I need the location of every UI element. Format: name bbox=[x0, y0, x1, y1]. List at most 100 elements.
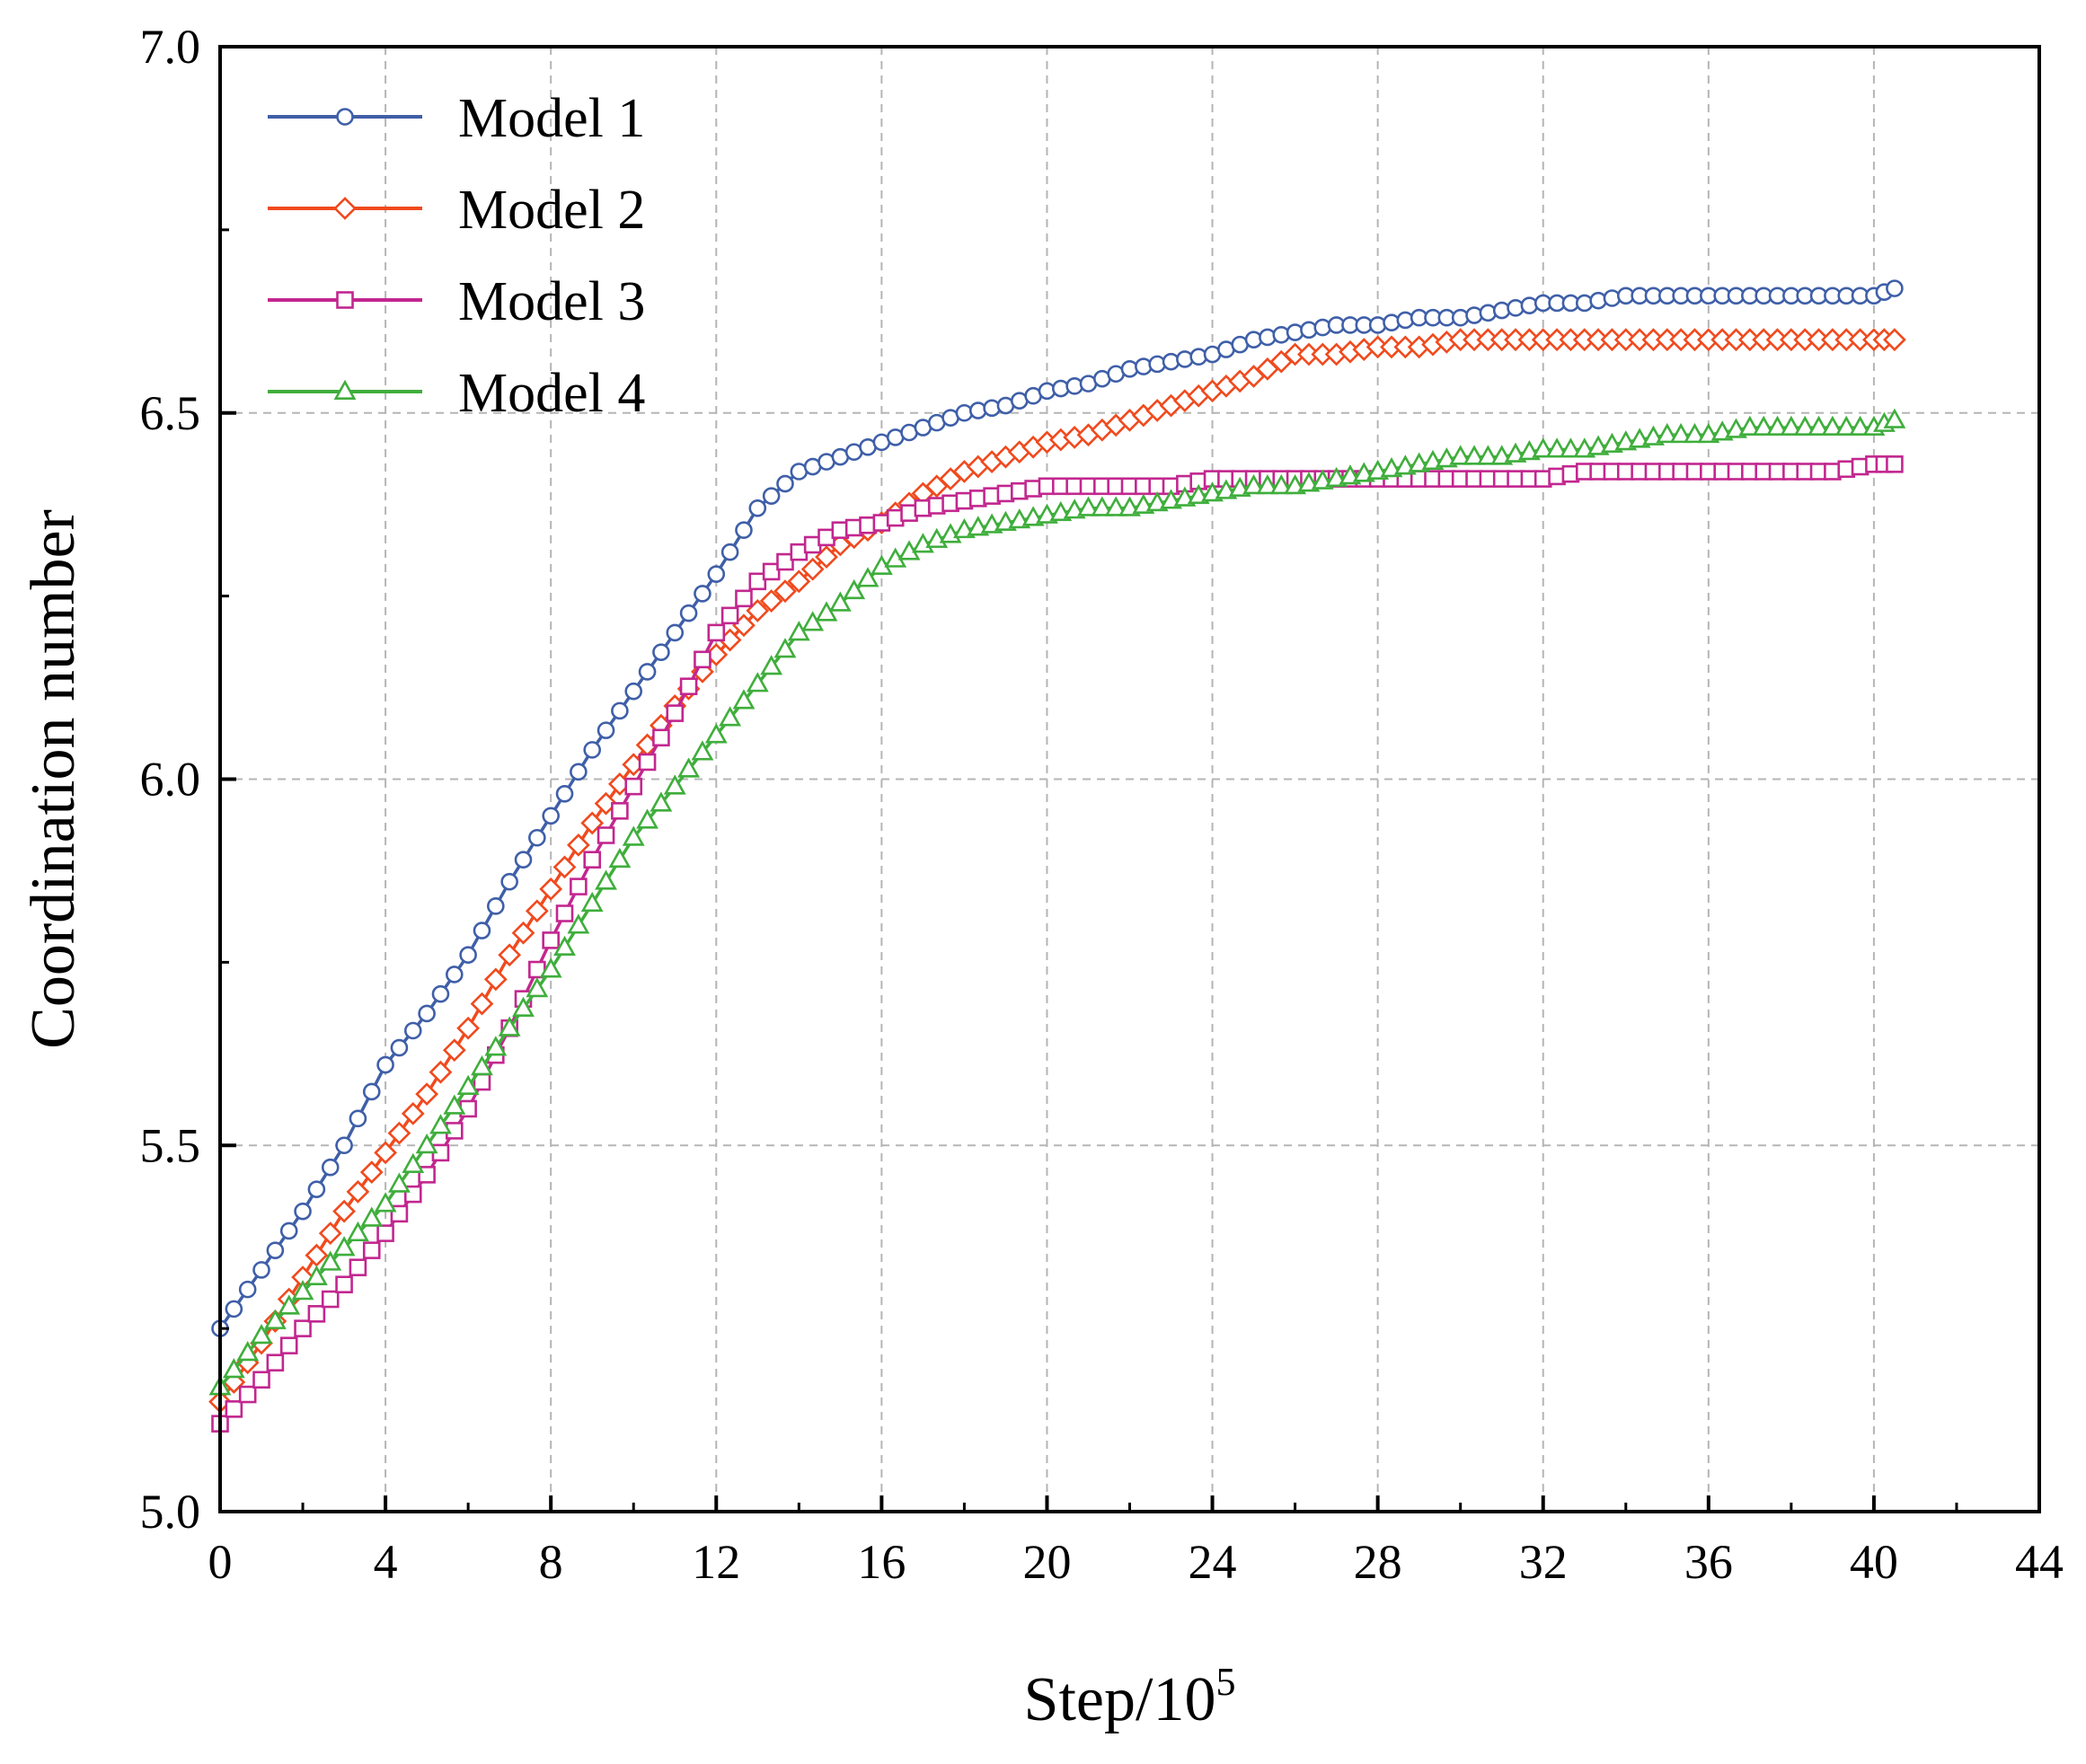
x-tick-label: 40 bbox=[1850, 1535, 1898, 1589]
data-point-model-3 bbox=[679, 677, 698, 696]
data-point-model-4 bbox=[1669, 422, 1693, 444]
data-point-model-1 bbox=[652, 643, 670, 661]
data-point-model-4 bbox=[1532, 437, 1555, 458]
data-point-model-4 bbox=[346, 1221, 369, 1242]
data-point-model-1 bbox=[500, 872, 518, 891]
data-point-model-4 bbox=[567, 913, 590, 934]
data-point-model-4 bbox=[1104, 496, 1127, 516]
data-point-model-3 bbox=[666, 704, 685, 722]
x-tick-label: 20 bbox=[1022, 1535, 1071, 1589]
data-point-model-1 bbox=[362, 1082, 381, 1101]
data-point-model-1 bbox=[514, 851, 533, 869]
data-point-model-3 bbox=[735, 589, 753, 608]
data-point-model-1 bbox=[403, 1021, 422, 1040]
data-point-model-1 bbox=[473, 922, 491, 939]
data-point-model-4 bbox=[388, 1172, 411, 1193]
legend-marker-triangle bbox=[333, 379, 357, 400]
data-point-model-3 bbox=[597, 826, 615, 844]
data-point-model-2 bbox=[580, 811, 605, 835]
data-point-model-4 bbox=[1656, 422, 1679, 444]
data-point-model-1 bbox=[459, 946, 477, 965]
data-point-model-4 bbox=[1793, 415, 1816, 437]
data-point-model-4 bbox=[263, 1309, 287, 1329]
data-point-model-1 bbox=[445, 966, 464, 983]
data-point-model-4 bbox=[704, 723, 728, 744]
x-tick-label: 24 bbox=[1189, 1535, 1237, 1589]
data-point-model-3 bbox=[279, 1336, 298, 1354]
data-point-model-3 bbox=[611, 802, 629, 820]
data-point-model-1 bbox=[431, 984, 450, 1003]
data-point-model-4 bbox=[1752, 415, 1775, 437]
data-point-model-1 bbox=[694, 585, 712, 603]
legend-marker-circle bbox=[336, 108, 354, 126]
data-point-model-4 bbox=[622, 825, 645, 846]
legend-label: Model 4 bbox=[458, 363, 645, 424]
data-point-model-4 bbox=[1077, 496, 1100, 516]
data-point-model-4 bbox=[1091, 496, 1114, 516]
data-point-model-3 bbox=[624, 777, 643, 796]
data-point-model-4 bbox=[595, 869, 617, 890]
data-point-model-1 bbox=[666, 623, 685, 642]
legend-label: Model 3 bbox=[458, 271, 645, 332]
data-point-model-4 bbox=[443, 1094, 466, 1115]
x-axis-title: Step/105 bbox=[1024, 1660, 1236, 1734]
series-model-1 bbox=[211, 279, 1904, 1337]
data-point-model-4 bbox=[512, 996, 535, 1017]
data-point-model-1 bbox=[376, 1055, 394, 1074]
data-point-model-4 bbox=[305, 1265, 328, 1285]
x-tick-label: 44 bbox=[2015, 1535, 2064, 1589]
data-point-model-1 bbox=[597, 721, 615, 739]
data-point-model-4 bbox=[1242, 474, 1265, 495]
legend-item-model-4: Model 4 bbox=[268, 363, 645, 424]
data-point-model-4 bbox=[250, 1323, 273, 1345]
data-point-model-4 bbox=[1780, 415, 1803, 437]
data-point-model-4 bbox=[773, 638, 797, 658]
data-point-model-1 bbox=[487, 897, 505, 915]
series-line-model-3 bbox=[218, 463, 1895, 1425]
series-layer bbox=[208, 279, 1906, 1433]
data-point-model-2 bbox=[305, 1243, 329, 1267]
data-point-model-3 bbox=[555, 904, 574, 922]
data-point-model-4 bbox=[484, 1036, 508, 1056]
data-point-model-4 bbox=[1476, 445, 1499, 465]
series-model-3 bbox=[211, 455, 1904, 1433]
data-point-model-1 bbox=[225, 1300, 243, 1319]
data-point-model-4 bbox=[746, 672, 769, 692]
data-point-model-1 bbox=[611, 701, 629, 720]
data-point-model-4 bbox=[1808, 415, 1830, 437]
data-point-model-2 bbox=[552, 855, 577, 879]
legend-label: Model 1 bbox=[458, 88, 645, 149]
data-point-model-4 bbox=[787, 621, 810, 641]
data-point-model-4 bbox=[691, 740, 714, 761]
y-axis-title: Coordination number bbox=[19, 509, 88, 1049]
data-point-model-3 bbox=[638, 753, 657, 772]
data-point-model-4 bbox=[1463, 445, 1486, 465]
data-point-model-4 bbox=[319, 1250, 342, 1271]
data-point-model-1 bbox=[294, 1202, 312, 1221]
y-tick-label: 6.0 bbox=[140, 753, 201, 807]
x-tick-label: 28 bbox=[1354, 1535, 1402, 1589]
data-point-model-1 bbox=[638, 663, 657, 681]
data-point-model-2 bbox=[1883, 328, 1906, 352]
data-point-model-1 bbox=[583, 741, 602, 759]
data-point-model-4 bbox=[1256, 474, 1279, 495]
data-point-model-4 bbox=[526, 976, 549, 998]
data-point-model-2 bbox=[566, 833, 590, 857]
data-point-model-3 bbox=[748, 572, 767, 591]
data-point-model-3 bbox=[720, 606, 739, 625]
data-point-model-4 bbox=[760, 655, 783, 675]
data-point-model-2 bbox=[332, 1199, 356, 1223]
data-point-model-3 bbox=[335, 1275, 353, 1293]
data-point-model-1 bbox=[321, 1158, 340, 1177]
series-model-4 bbox=[208, 408, 1906, 1396]
data-point-model-1 bbox=[542, 807, 560, 825]
legend-item-model-3: Model 3 bbox=[268, 271, 645, 332]
data-point-model-2 bbox=[387, 1121, 411, 1145]
data-point-model-1 bbox=[762, 487, 781, 505]
data-point-model-3 bbox=[362, 1241, 381, 1259]
data-point-model-4 bbox=[222, 1358, 245, 1379]
data-point-model-1 bbox=[776, 474, 794, 493]
data-point-model-3 bbox=[762, 562, 781, 581]
legend: Model 1 Model 2 Model 3 Model 4 bbox=[268, 88, 645, 424]
data-point-model-4 bbox=[1834, 415, 1858, 437]
